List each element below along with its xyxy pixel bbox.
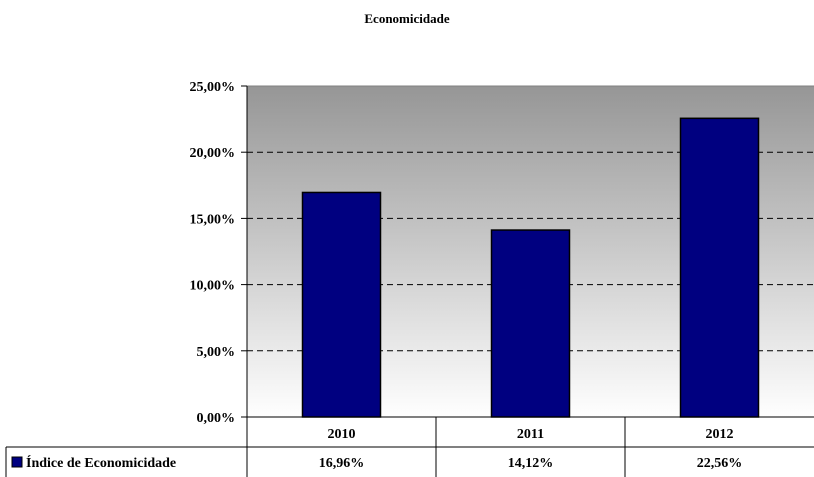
- x-category-label: 2011: [517, 427, 544, 442]
- y-tick-label: 0,00%: [197, 411, 236, 426]
- x-category-label: 2012: [706, 427, 734, 442]
- bar-2010: [301, 191, 382, 418]
- y-tick-label: 5,00%: [197, 345, 236, 360]
- y-tick-label: 15,00%: [190, 212, 236, 227]
- legend-series-label: Índice de Economicidade: [26, 454, 176, 471]
- table-value-cell: 22,56%: [697, 456, 743, 471]
- table-value-cell: 14,12%: [508, 456, 554, 471]
- x-category-label: 2010: [328, 427, 356, 442]
- y-tick-label: 20,00%: [190, 146, 236, 161]
- legend-swatch: [11, 456, 23, 468]
- y-tick-label: 25,00%: [190, 80, 236, 95]
- table-value-cell: 16,96%: [319, 456, 365, 471]
- chart-title: Economicidade: [364, 11, 450, 26]
- bar-2011: [490, 229, 571, 418]
- y-tick-label: 10,00%: [190, 279, 236, 294]
- bar-2012: [679, 117, 760, 418]
